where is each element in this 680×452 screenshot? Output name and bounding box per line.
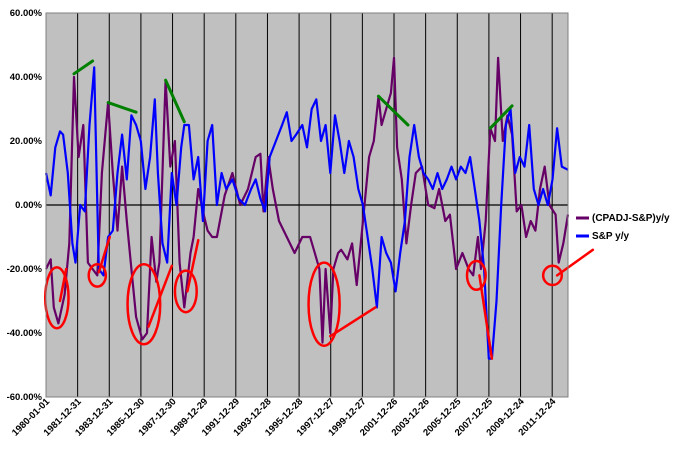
red-circle-annotation bbox=[87, 262, 108, 288]
plot-border bbox=[45, 12, 569, 398]
green-trend-line bbox=[72, 59, 95, 76]
green-trend-line bbox=[106, 101, 138, 114]
red-circle-annotation bbox=[43, 266, 70, 330]
legend: (CPADJ-S&P)y/y S&P y/y bbox=[576, 213, 670, 242]
y-axis-tick-labels: 60.00% 40.00% 20.00% 0.00% -20.00% -40.00% -60… bbox=[7, 8, 43, 403]
legend-label-series-2: S&P y/y bbox=[592, 231, 629, 242]
annotation-layer bbox=[43, 59, 595, 360]
y-tick-label: -40.00% bbox=[7, 328, 43, 339]
red-pointer-line bbox=[478, 274, 494, 360]
series-line-1 bbox=[45, 56, 570, 344]
legend-label-series-1: (CPADJ-S&P)y/y bbox=[592, 213, 670, 224]
green-trend-line bbox=[376, 94, 410, 127]
red-pointer-line bbox=[555, 248, 595, 277]
y-tick-label: -20.00% bbox=[7, 264, 43, 275]
green-trend-line bbox=[164, 78, 186, 124]
red-pointer-line bbox=[97, 235, 111, 274]
red-circle-annotation bbox=[541, 264, 564, 287]
y-tick-label: 40.00% bbox=[10, 72, 43, 83]
y-tick-label: 20.00% bbox=[10, 136, 43, 147]
red-circle-annotation bbox=[173, 269, 198, 314]
red-pointer-line bbox=[186, 238, 200, 293]
series-layer bbox=[44, 56, 570, 360]
y-tick-label: -60.00% bbox=[7, 392, 43, 403]
y-tick-label: 60.00% bbox=[10, 8, 43, 19]
series-line-2 bbox=[44, 66, 569, 360]
red-pointer-line bbox=[147, 264, 174, 328]
green-trend-line bbox=[488, 104, 514, 130]
red-pointer-line bbox=[58, 267, 68, 303]
red-circle-annotation bbox=[465, 259, 487, 292]
y-tick-label: 0.00% bbox=[15, 200, 42, 211]
red-circle-annotation bbox=[126, 262, 162, 346]
red-circle-annotation bbox=[307, 261, 341, 348]
red-pointer-line bbox=[329, 306, 377, 338]
